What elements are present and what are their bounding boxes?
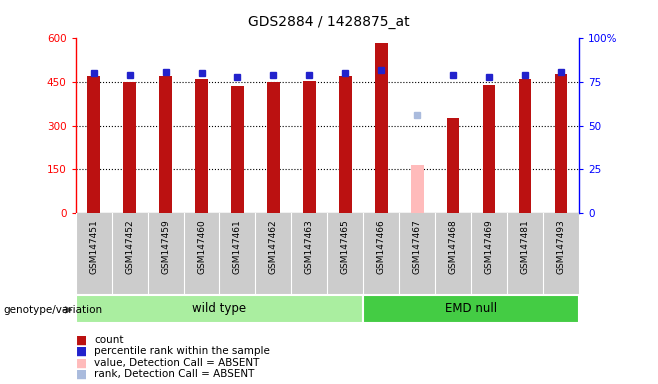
- Text: GSM147451: GSM147451: [89, 220, 98, 274]
- Bar: [447, 119, 459, 213]
- Text: EMD null: EMD null: [445, 302, 497, 315]
- Bar: [519, 79, 532, 213]
- Text: GSM147463: GSM147463: [305, 220, 314, 274]
- Bar: [339, 76, 351, 213]
- Text: GSM147461: GSM147461: [233, 220, 242, 274]
- Bar: [267, 83, 280, 213]
- Text: GSM147465: GSM147465: [341, 220, 350, 274]
- Bar: [375, 43, 388, 213]
- Text: GSM147460: GSM147460: [197, 220, 206, 274]
- Text: GSM147466: GSM147466: [377, 220, 386, 274]
- Text: GSM147452: GSM147452: [125, 220, 134, 274]
- Bar: [76, 295, 363, 323]
- Text: GSM147493: GSM147493: [557, 220, 566, 274]
- Bar: [123, 82, 136, 213]
- Text: rank, Detection Call = ABSENT: rank, Detection Call = ABSENT: [94, 369, 255, 379]
- Text: percentile rank within the sample: percentile rank within the sample: [94, 346, 270, 356]
- Text: GSM147469: GSM147469: [485, 220, 494, 274]
- Text: GDS2884 / 1428875_at: GDS2884 / 1428875_at: [248, 15, 410, 29]
- Bar: [88, 76, 100, 213]
- Text: count: count: [94, 335, 124, 345]
- Text: value, Detection Call = ABSENT: value, Detection Call = ABSENT: [94, 358, 259, 368]
- Bar: [411, 165, 424, 213]
- Text: GSM147467: GSM147467: [413, 220, 422, 274]
- Bar: [483, 85, 495, 213]
- Text: GSM147481: GSM147481: [520, 220, 530, 274]
- Text: genotype/variation: genotype/variation: [3, 305, 103, 315]
- Text: GSM147468: GSM147468: [449, 220, 458, 274]
- Bar: [195, 79, 208, 213]
- Text: GSM147459: GSM147459: [161, 220, 170, 274]
- Text: ■: ■: [76, 368, 87, 381]
- Bar: [231, 86, 243, 213]
- Text: ■: ■: [76, 356, 87, 369]
- Text: GSM147462: GSM147462: [269, 220, 278, 274]
- Bar: [555, 74, 567, 213]
- Text: ■: ■: [76, 333, 87, 346]
- Text: wild type: wild type: [192, 302, 247, 315]
- Bar: [363, 295, 579, 323]
- Bar: [303, 81, 316, 213]
- Text: ■: ■: [76, 345, 87, 358]
- Bar: [159, 76, 172, 213]
